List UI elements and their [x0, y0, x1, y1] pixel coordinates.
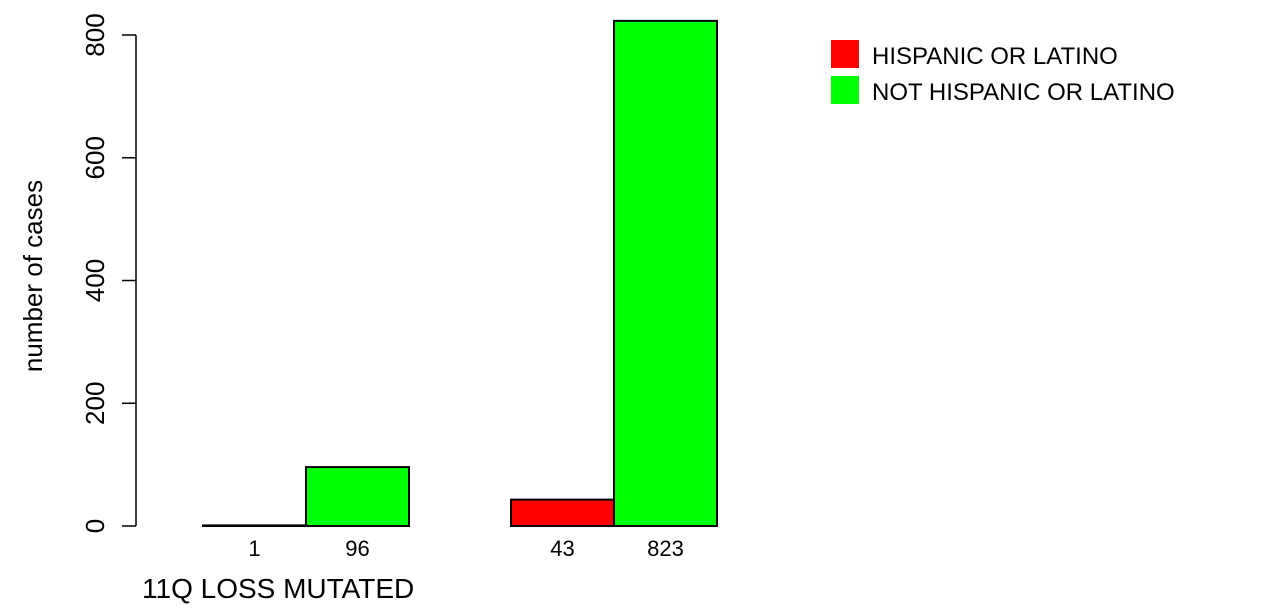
bar [613, 19, 718, 527]
bar-value-label: 43 [550, 536, 574, 561]
bar [305, 466, 410, 527]
y-tick-label: 200 [80, 382, 110, 425]
legend: HISPANIC OR LATINO NOT HISPANIC OR LATINO [831, 40, 1175, 106]
bars [202, 19, 718, 528]
legend-label: HISPANIC OR LATINO [872, 43, 1118, 70]
legend-swatch [831, 76, 859, 104]
bar-value-label: 823 [647, 536, 684, 561]
y-tick-label: 400 [80, 259, 110, 302]
legend-swatch [831, 40, 859, 68]
y-tick-label: 0 [80, 519, 110, 533]
legend-label: NOT HISPANIC OR LATINO [872, 79, 1175, 106]
bar-labels: 1 96 43 823 [248, 536, 683, 561]
bar-value-label: 96 [345, 536, 369, 561]
y-tick-label: 800 [80, 13, 110, 56]
y-tick-label: 600 [80, 136, 110, 179]
y-axis: 0 200 400 600 800 [80, 13, 137, 533]
bar-value-label: 1 [248, 536, 260, 561]
x-axis-label: 11Q LOSS MUTATED [142, 573, 414, 604]
y-axis-label: number of cases [18, 180, 48, 372]
bar [202, 524, 307, 527]
bar [510, 498, 615, 528]
